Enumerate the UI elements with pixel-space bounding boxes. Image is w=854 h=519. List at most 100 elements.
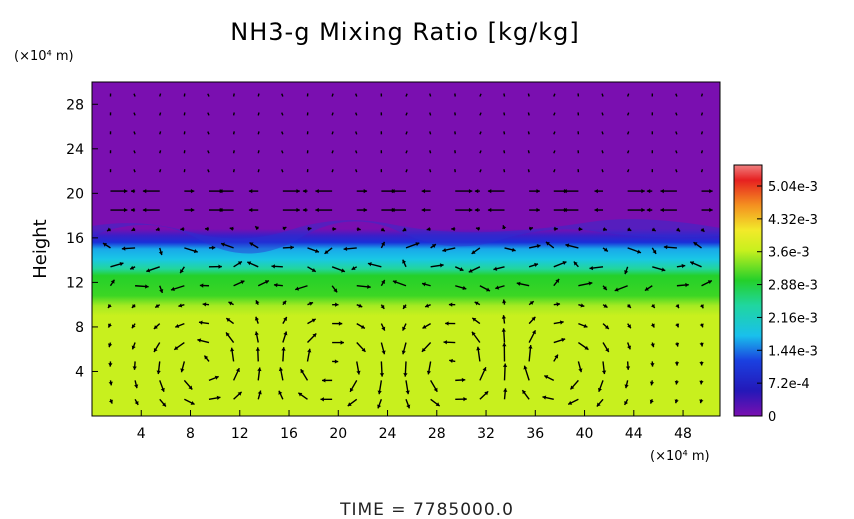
velocity-arrow — [527, 150, 530, 154]
y-tick-label: 20 — [66, 186, 84, 202]
velocity-arrow — [474, 188, 480, 194]
velocity-arrow — [504, 247, 516, 252]
velocity-arrow — [110, 207, 128, 213]
velocity-arrow — [159, 285, 164, 294]
velocity-arrow — [471, 247, 481, 255]
velocity-arrow — [625, 361, 631, 370]
velocity-arrow — [700, 112, 704, 116]
velocity-arrow — [332, 359, 339, 364]
y-tick-label: 4 — [75, 364, 84, 380]
velocity-arrow — [281, 112, 284, 116]
velocity-arrow — [294, 285, 308, 291]
velocity-arrow — [133, 93, 136, 97]
velocity-arrow — [131, 323, 136, 329]
velocity-arrow — [479, 131, 482, 135]
velocity-arrow — [106, 227, 112, 232]
velocity-arrow — [601, 112, 604, 116]
velocity-arrow — [602, 227, 608, 232]
velocity-arrow — [475, 226, 481, 231]
velocity-arrow — [542, 395, 554, 400]
velocity-arrow — [159, 169, 162, 173]
velocity-arrow — [528, 345, 533, 362]
velocity-arrow — [627, 188, 645, 194]
velocity-arrow — [674, 342, 680, 347]
velocity-arrow — [281, 169, 284, 173]
velocity-arrow — [528, 329, 537, 343]
velocity-arrow — [232, 131, 235, 135]
velocity-arrow — [578, 322, 588, 328]
velocity-arrow — [405, 112, 408, 116]
velocity-arrow — [184, 188, 195, 194]
x-tick-label: 8 — [186, 426, 195, 442]
velocity-arrow — [142, 188, 160, 194]
velocity-arrow — [405, 242, 420, 249]
velocity-arrow — [578, 281, 593, 287]
velocity-arrow — [220, 242, 234, 249]
x-tick-label: 20 — [329, 426, 347, 442]
x-tick-label: 36 — [526, 426, 544, 442]
velocity-arrow — [521, 389, 530, 400]
velocity-arrow — [281, 131, 284, 135]
velocity-arrow — [402, 323, 407, 331]
velocity-arrow — [208, 264, 222, 269]
velocity-arrow — [474, 207, 480, 213]
velocity-arrow — [179, 266, 185, 274]
velocity-arrow — [626, 112, 630, 116]
velocity-arrow — [402, 259, 407, 268]
velocity-arrow — [225, 332, 235, 343]
y-tick-label: 28 — [66, 97, 84, 113]
velocity-arrow — [282, 316, 288, 324]
velocity-arrow — [577, 341, 589, 351]
velocity-arrow — [676, 227, 681, 232]
velocity-arrow — [356, 207, 368, 213]
velocity-arrow — [247, 261, 259, 268]
velocity-arrow — [198, 320, 210, 325]
velocity-arrow — [479, 93, 482, 97]
velocity-arrow — [651, 227, 657, 232]
velocity-arrow — [646, 207, 653, 213]
velocity-arrow — [207, 112, 210, 116]
velocity-arrow — [699, 380, 704, 385]
velocity-arrow — [158, 247, 163, 256]
velocity-arrow — [405, 169, 408, 173]
velocity-arrow — [159, 150, 162, 154]
velocity-arrow — [153, 323, 161, 330]
velocity-arrow — [306, 348, 312, 362]
velocity-arrow — [159, 398, 167, 407]
velocity-arrow — [429, 150, 432, 154]
velocity-arrow — [479, 112, 482, 116]
velocity-arrow — [553, 320, 564, 325]
velocity-arrow — [589, 265, 604, 271]
velocity-arrow — [699, 342, 704, 347]
velocity-arrow — [553, 150, 556, 154]
x-tick-label: 48 — [674, 426, 692, 442]
velocity-arrow — [614, 285, 628, 292]
velocity-arrow — [573, 261, 579, 268]
velocity-arrow — [254, 225, 260, 231]
velocity-arrow — [700, 131, 704, 135]
velocity-arrow — [300, 368, 309, 381]
velocity-arrow — [493, 266, 505, 271]
velocity-arrow — [503, 388, 508, 400]
velocity-arrow — [282, 300, 287, 306]
velocity-arrow — [208, 245, 216, 250]
y-axis-label: Height — [30, 219, 51, 279]
velocity-arrow — [421, 188, 431, 194]
velocity-arrow — [377, 399, 383, 409]
velocity-arrow — [502, 363, 508, 381]
velocity-arrow — [527, 169, 530, 173]
velocity-arrow — [355, 169, 358, 173]
velocity-arrow — [660, 188, 677, 194]
y-axis-ticks: 4 8 12 16 20 24 28 — [66, 97, 98, 380]
interface-ripple — [92, 219, 720, 254]
velocity-arrow — [257, 131, 260, 135]
x-tick-label: 12 — [231, 426, 249, 442]
velocity-arrow — [153, 342, 161, 353]
velocity-arrow — [356, 226, 361, 232]
velocity-arrow — [175, 322, 185, 328]
velocity-arrow — [202, 302, 210, 307]
y-tick-label: 16 — [66, 231, 84, 247]
velocity-arrow — [545, 241, 555, 249]
velocity-arrow — [159, 380, 165, 393]
